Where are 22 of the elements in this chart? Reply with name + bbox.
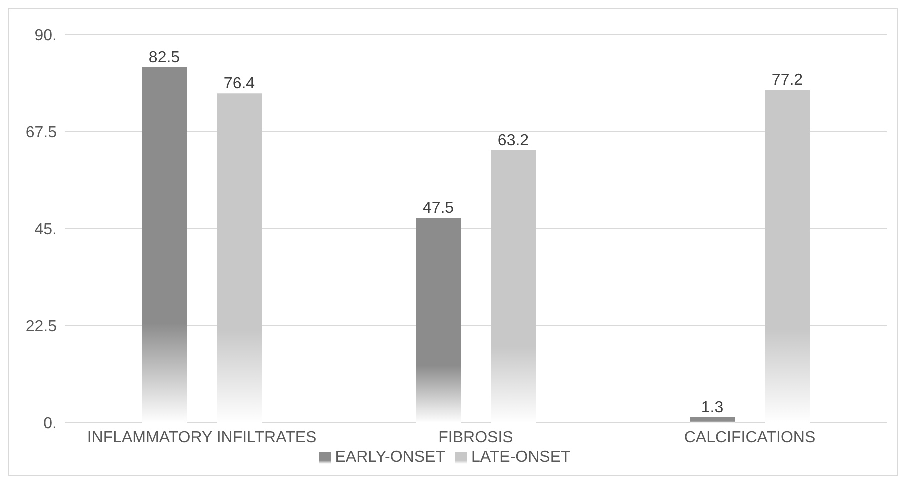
data-label: 63.2 [498, 132, 530, 150]
legend-label: LATE-ONSET [471, 449, 571, 466]
data-label: 76.4 [224, 76, 256, 93]
bar [690, 417, 735, 423]
legend-label: EARLY-ONSET [335, 449, 446, 466]
bar [416, 218, 461, 423]
data-label: 1.3 [701, 399, 724, 416]
data-label: 47.5 [422, 200, 454, 218]
bar [765, 90, 810, 423]
bar [142, 67, 187, 423]
x-tick-label: FIBROSIS [438, 429, 514, 446]
x-tick-label: CALCIFICATIONS [684, 429, 816, 446]
y-tick-label: 0. [44, 416, 57, 433]
bar [491, 150, 536, 423]
data-label: 82.5 [148, 49, 180, 66]
y-tick-label: 90. [34, 28, 57, 45]
x-tick-label: INFLAMMATORY INFILTRATES [87, 429, 317, 446]
data-label: 77.2 [772, 72, 804, 90]
y-tick-label: 22.5 [26, 318, 58, 336]
y-tick-label: 45. [34, 222, 57, 239]
y-tick-label: 67.5 [26, 124, 58, 142]
bar [217, 94, 262, 423]
